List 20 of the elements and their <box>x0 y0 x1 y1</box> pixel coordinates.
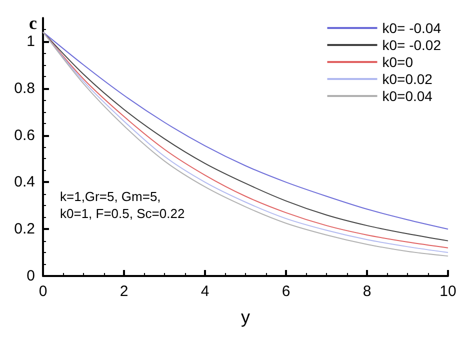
y-axis-title: c <box>29 13 37 33</box>
annotation: k=1,Gr=5, Gm=5, k0=1, F=0.5, Sc=0.22 <box>60 189 185 221</box>
x-axis-title: y <box>241 307 250 327</box>
legend-label: k0= -0.04 <box>382 20 442 36</box>
x-tick-label: 0 <box>38 283 48 300</box>
y-tick-label: 0.8 <box>14 80 35 97</box>
x-tick-label: 8 <box>362 283 372 300</box>
legend-label: k0= -0.02 <box>382 37 442 53</box>
x-tick-label: 6 <box>282 283 290 300</box>
y-tick-label: 0.6 <box>14 126 35 144</box>
y-tick-label: 0 <box>26 268 35 284</box>
legend-label: k0=0.04 <box>382 88 433 104</box>
x-tick-label: 10 <box>440 283 456 300</box>
x-tick-label: 2 <box>120 283 128 300</box>
y-tick-label: 1 <box>26 32 35 50</box>
y-tick-label: 0.2 <box>14 220 35 238</box>
y-tick-label: 0.4 <box>14 174 35 191</box>
legend-label: k0=0.02 <box>382 71 433 87</box>
x-tick-label: 4 <box>200 283 210 300</box>
legend-label: k0=0 <box>382 54 414 70</box>
